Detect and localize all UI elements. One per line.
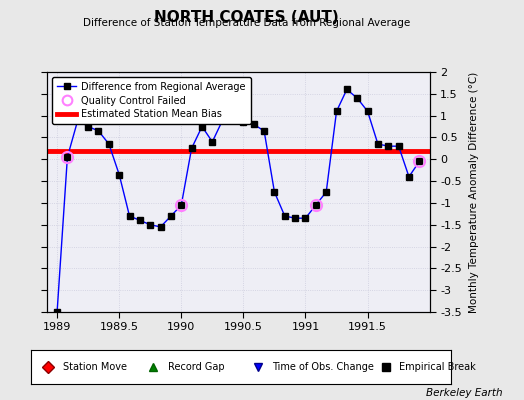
- Text: Record Gap: Record Gap: [168, 362, 224, 372]
- Y-axis label: Monthly Temperature Anomaly Difference (°C): Monthly Temperature Anomaly Difference (…: [469, 71, 479, 313]
- Text: Difference of Station Temperature Data from Regional Average: Difference of Station Temperature Data f…: [83, 18, 410, 28]
- Text: Berkeley Earth: Berkeley Earth: [427, 388, 503, 398]
- Text: Empirical Break: Empirical Break: [399, 362, 476, 372]
- Text: NORTH COATES (AUT): NORTH COATES (AUT): [154, 10, 339, 25]
- Text: Station Move: Station Move: [63, 362, 127, 372]
- Legend: Difference from Regional Average, Quality Control Failed, Estimated Station Mean: Difference from Regional Average, Qualit…: [52, 77, 250, 124]
- Text: Time of Obs. Change: Time of Obs. Change: [272, 362, 374, 372]
